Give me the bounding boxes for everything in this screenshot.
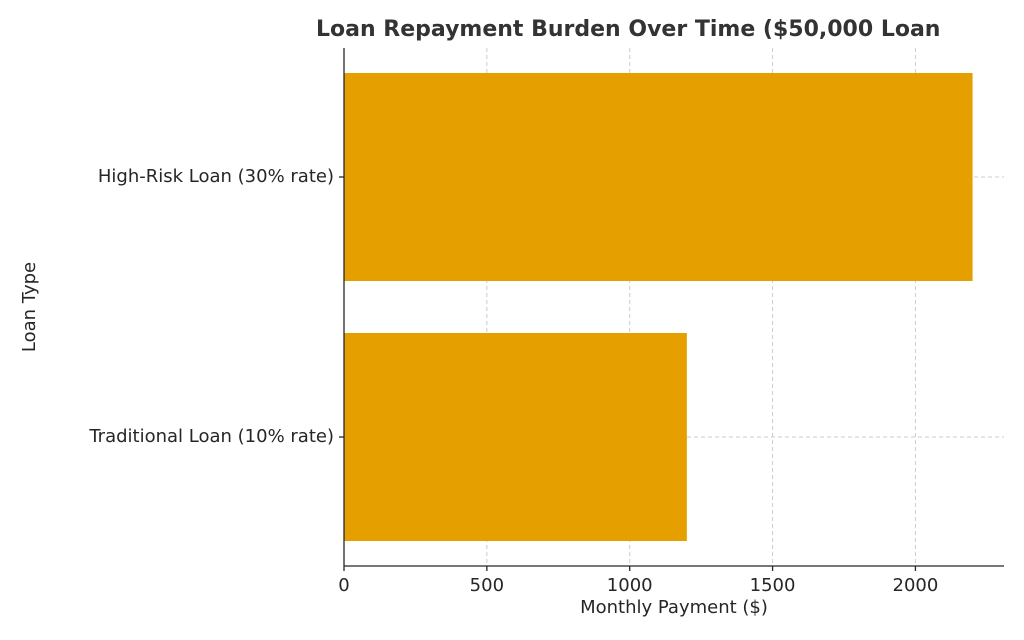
y-tick-label: Traditional Loan (10% rate) xyxy=(88,426,334,447)
x-tick-label: 2000 xyxy=(893,575,939,596)
x-tick-label: 1500 xyxy=(750,575,796,596)
bar xyxy=(344,73,973,281)
bar xyxy=(344,333,687,541)
x-tick-label: 0 xyxy=(338,575,349,596)
y-axis-label: Loan Type xyxy=(19,262,40,352)
x-axis-label: Monthly Payment ($) xyxy=(580,597,768,618)
chart-title: Loan Repayment Burden Over Time ($50,000… xyxy=(316,17,940,42)
y-tick-label: High-Risk Loan (30% rate) xyxy=(98,166,334,187)
x-tick-label: 1000 xyxy=(607,575,653,596)
x-tick-label: 500 xyxy=(470,575,504,596)
